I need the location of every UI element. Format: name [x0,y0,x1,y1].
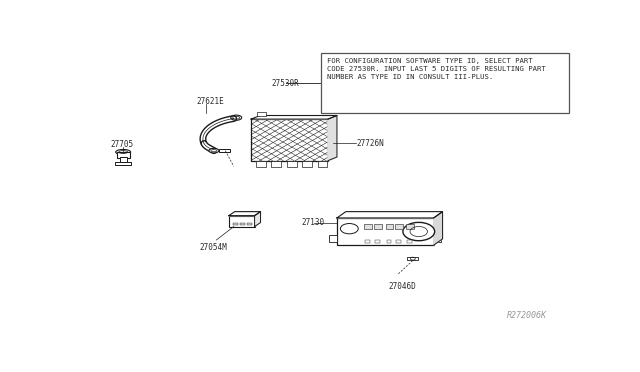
Bar [317,161,328,167]
Bar [375,240,380,243]
Text: 27054M: 27054M [199,243,227,252]
Bar [387,240,392,243]
Bar [330,235,337,242]
Bar [229,216,255,227]
Text: R272006K: R272006K [507,311,547,320]
Circle shape [403,222,435,241]
Text: 27130: 27130 [301,218,324,227]
Bar [385,224,393,230]
Bar [396,240,401,243]
Text: 27621E: 27621E [196,97,224,106]
Bar [408,240,412,243]
Bar [434,235,441,242]
Text: FOR CONFIGURATION SOFTWARE TYPE ID, SELECT PART
CODE 27530R. INPUT LAST 5 DIGITS: FOR CONFIGURATION SOFTWARE TYPE ID, SELE… [326,58,545,80]
Ellipse shape [209,148,219,153]
Bar [240,223,244,225]
Text: 27046D: 27046D [388,282,416,291]
Bar [364,224,372,230]
FancyBboxPatch shape [116,152,129,158]
Bar [256,161,266,167]
Ellipse shape [116,150,131,155]
Polygon shape [229,212,260,216]
Polygon shape [434,212,443,245]
Text: 27530R: 27530R [271,79,299,88]
Bar [396,224,403,230]
Bar [302,161,312,167]
Bar [406,224,414,230]
Polygon shape [337,212,443,218]
Bar [365,240,370,243]
FancyBboxPatch shape [321,53,568,113]
Bar [408,257,419,260]
Bar [251,119,328,161]
Bar [233,223,237,225]
Polygon shape [328,115,337,161]
Polygon shape [255,212,260,227]
Bar [219,149,230,153]
FancyBboxPatch shape [120,157,127,162]
Circle shape [340,224,358,234]
Bar [287,161,296,167]
Polygon shape [251,115,337,119]
Text: 27726N: 27726N [356,139,385,148]
Bar [271,161,281,167]
FancyBboxPatch shape [115,162,131,165]
Bar [257,112,266,115]
Bar [246,223,252,225]
Text: 27705: 27705 [111,140,134,149]
Bar [374,224,381,230]
Bar [337,218,434,245]
